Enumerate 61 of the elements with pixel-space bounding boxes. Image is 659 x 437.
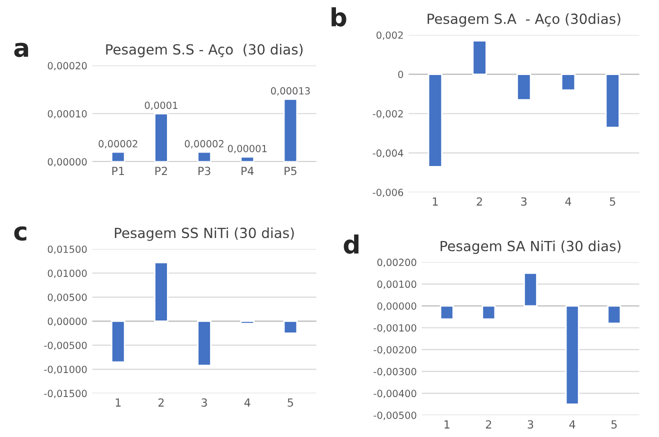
y-tick-label: 0,00100 — [377, 280, 416, 289]
text: c — [14, 226, 26, 241]
text: b — [332, 7, 346, 27]
y-tick-label: -0,00500 — [374, 412, 416, 420]
x-tick-label: 4 — [565, 197, 572, 206]
x-tick-label: P3 — [198, 166, 210, 176]
y-tick-label: 0,00000 — [48, 318, 87, 326]
y-tick-label: -0,01000 — [44, 366, 87, 374]
data-label: 0,00001 — [228, 144, 267, 154]
y-tick-label: 0,00500 — [48, 294, 87, 302]
x-tick-label: 5 — [611, 420, 617, 429]
y-tick-label: 0 — [398, 70, 404, 78]
x-tick-label: P5 — [284, 166, 296, 176]
bar — [283, 98, 298, 162]
x-tick-label: 1 — [116, 398, 121, 407]
y-tick-label: -0,00500 — [44, 342, 87, 350]
x-tick-label: 4 — [569, 420, 576, 428]
data-label: 0,00002 — [184, 140, 224, 148]
y-tick-label: -0,00400 — [374, 390, 416, 398]
y-tick-label: -0,00200 — [374, 346, 416, 354]
x-tick-label: 5 — [610, 197, 616, 206]
y-tick-label: -0,00300 — [374, 368, 416, 376]
chart-title: Pesagem S.A - Aço (30dias) — [428, 13, 620, 27]
x-tick-label: 2 — [158, 398, 164, 407]
y-tick-label: -0,002 — [372, 110, 403, 118]
text: d — [344, 234, 358, 254]
y-tick-label: 0,00020 — [48, 62, 87, 70]
y-tick-label: 0,01500 — [48, 246, 87, 254]
bar — [110, 151, 126, 162]
y-tick-label: -0,004 — [372, 149, 404, 158]
bar — [154, 112, 168, 162]
data-label: 0,0001 — [144, 102, 178, 110]
chart-title: Pesagem SA NiTi (30 dias) — [440, 240, 620, 254]
y-tick-label: -0,00100 — [374, 324, 416, 333]
bar — [197, 151, 212, 162]
y-tick-label: 0,00200 — [377, 258, 416, 268]
x-tick-label: 3 — [528, 420, 534, 429]
y-tick-label: -0,006 — [372, 188, 404, 198]
y-tick-label: -0,01500 — [44, 390, 87, 398]
y-tick-label: 0,00010 — [48, 110, 87, 118]
x-tick-label: P4 — [242, 166, 254, 175]
x-tick-label: 3 — [202, 398, 207, 407]
y-tick-label: 0,00000 — [377, 302, 416, 311]
x-tick-label: P2 — [155, 166, 167, 175]
data-label: 0,00013 — [271, 87, 310, 96]
x-tick-label: 5 — [288, 398, 294, 407]
x-tick-label: 1 — [432, 197, 438, 206]
chart-title: Pesagem S.S - Aço (30 dias) — [106, 44, 303, 58]
x-tick-label: 1 — [444, 420, 450, 428]
y-tick-label: 0,01000 — [48, 270, 87, 278]
chart-title: Pesagem SS NiTi (30 dias) — [114, 227, 294, 241]
data-label: 0,00002 — [98, 140, 138, 148]
bar — [240, 156, 255, 162]
y-tick-label: 0,00000 — [48, 158, 87, 167]
y-tick-label: 0,002 — [376, 31, 403, 40]
x-tick-label: 4 — [244, 398, 250, 407]
text: a — [14, 42, 28, 58]
x-tick-label: 2 — [486, 420, 492, 428]
x-tick-label: P1 — [112, 166, 124, 175]
x-tick-label: 3 — [521, 197, 527, 206]
x-tick-label: 2 — [476, 197, 482, 206]
